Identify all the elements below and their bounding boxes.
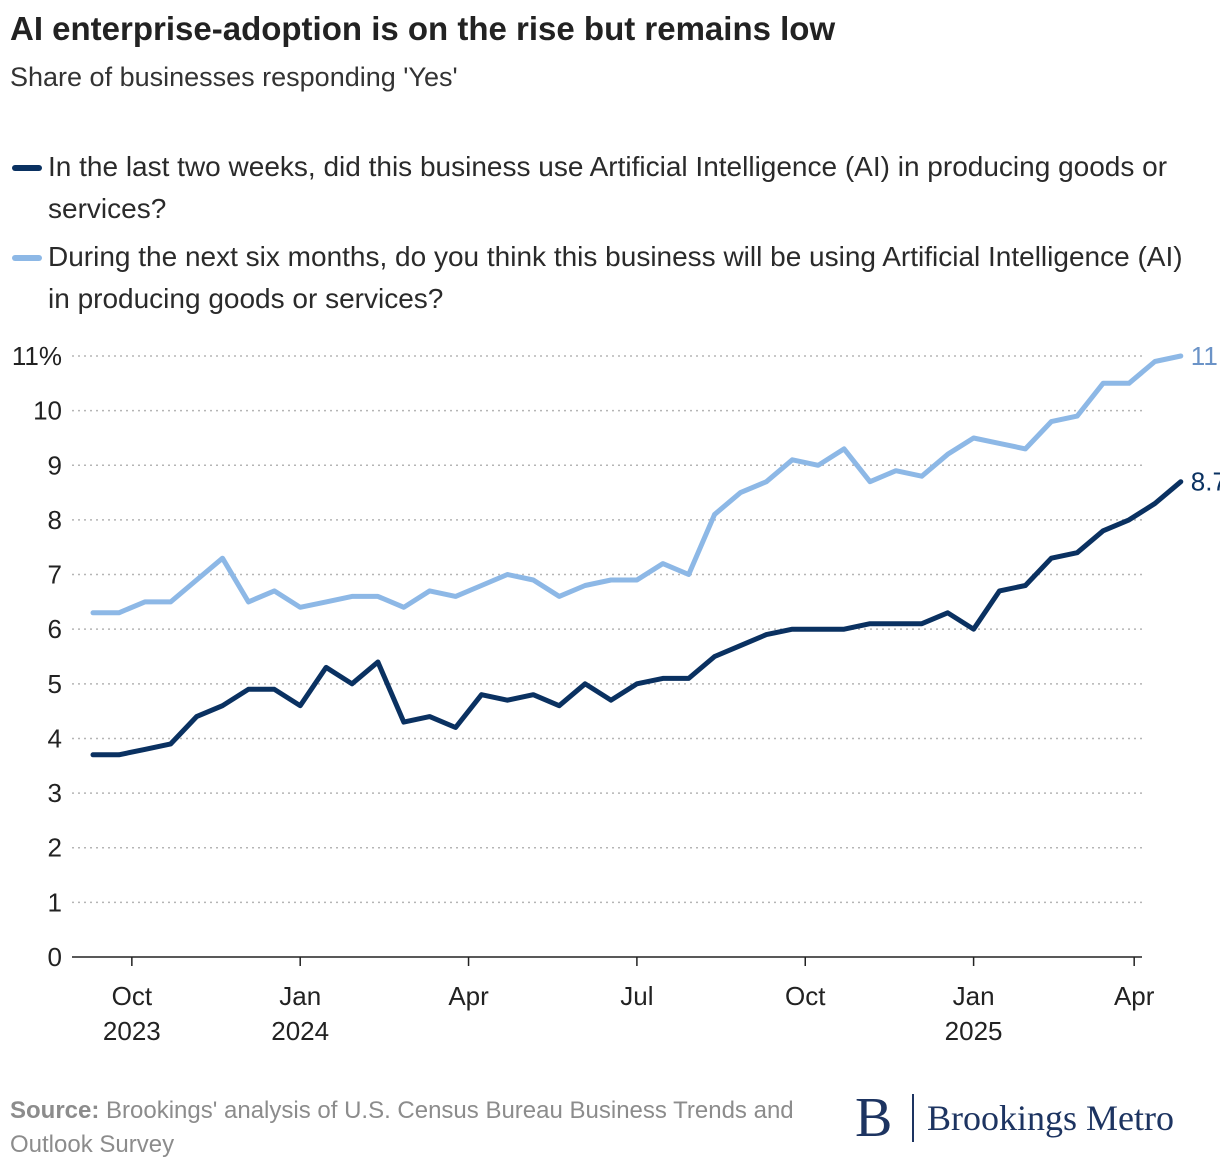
logo-divider	[912, 1094, 914, 1142]
source-note: Source: Brookings' analysis of U.S. Cens…	[10, 1094, 810, 1162]
y-tick-label-2: 2	[48, 833, 62, 863]
legend-swatch-future-use	[12, 255, 42, 261]
y-tick-label-11: 11%	[12, 341, 62, 371]
y-tick-label-9: 9	[48, 450, 62, 480]
x-tick-label-5: Jan	[953, 981, 995, 1011]
legend-label-current-use: In the last two weeks, did this business…	[48, 151, 1168, 224]
legend-item-future-use: During the next six months, do you think…	[10, 236, 1210, 320]
x-tick-label-4: Oct	[785, 981, 826, 1011]
end-label-0: 8.7%	[1191, 467, 1220, 497]
legend-swatch-current-use	[12, 165, 42, 171]
x-tick-year-5: 2025	[945, 1016, 1003, 1046]
gridlines	[72, 355, 1142, 904]
x-tick-year-1: 2024	[271, 1016, 329, 1046]
y-tick-label-7: 7	[48, 560, 62, 590]
x-tick-label-2: Apr	[448, 981, 489, 1011]
y-tick-label-5: 5	[48, 669, 62, 699]
source-text: Brookings' analysis of U.S. Census Burea…	[10, 1097, 794, 1158]
x-tick-year-0: 2023	[103, 1016, 161, 1046]
x-axis-ticks: Oct 2023 Jan 2024 Apr Jul Oct Jan 2025 Apr	[103, 957, 1155, 1046]
y-axis-ticks: 0 1 2 3 4 5 6 7 8 9 10 11%	[12, 341, 62, 972]
line-chart: 0 1 2 3 4 5 6 7 8 9 10 11% Oct 2023 Jan 2024 Apr Jul Oct J…	[12, 341, 1220, 1046]
x-tick-label-6: Apr	[1114, 981, 1155, 1011]
y-tick-label-1: 1	[48, 887, 62, 917]
y-tick-label-8: 8	[48, 505, 62, 535]
legend-label-future-use: During the next six months, do you think…	[48, 241, 1183, 314]
end-label-1: 11.0%	[1191, 341, 1220, 371]
series-line-1	[90, 353, 1184, 616]
x-tick-label-0: Oct	[112, 981, 153, 1011]
logo-mark: B	[855, 1087, 893, 1149]
y-tick-label-3: 3	[48, 778, 62, 808]
legend-item-current-use: In the last two weeks, did this business…	[10, 146, 1210, 230]
source-label: Source:	[10, 1097, 100, 1124]
series-lines	[90, 353, 1184, 758]
y-tick-label-0: 0	[48, 942, 62, 972]
x-tick-label-3: Jul	[620, 981, 653, 1011]
y-tick-label-4: 4	[48, 723, 62, 753]
series-line-0	[90, 479, 1184, 758]
y-tick-label-6: 6	[48, 614, 62, 644]
logo-text: Brookings Metro	[927, 1098, 1174, 1138]
chart-subtitle: Share of businesses responding 'Yes'	[10, 62, 458, 92]
end-labels: 11.0% 8.7%	[1191, 341, 1220, 497]
x-tick-label-1: Jan	[279, 981, 321, 1011]
chart-title: AI enterprise-adoption is on the rise bu…	[10, 10, 836, 47]
y-tick-label-10: 10	[33, 396, 62, 426]
